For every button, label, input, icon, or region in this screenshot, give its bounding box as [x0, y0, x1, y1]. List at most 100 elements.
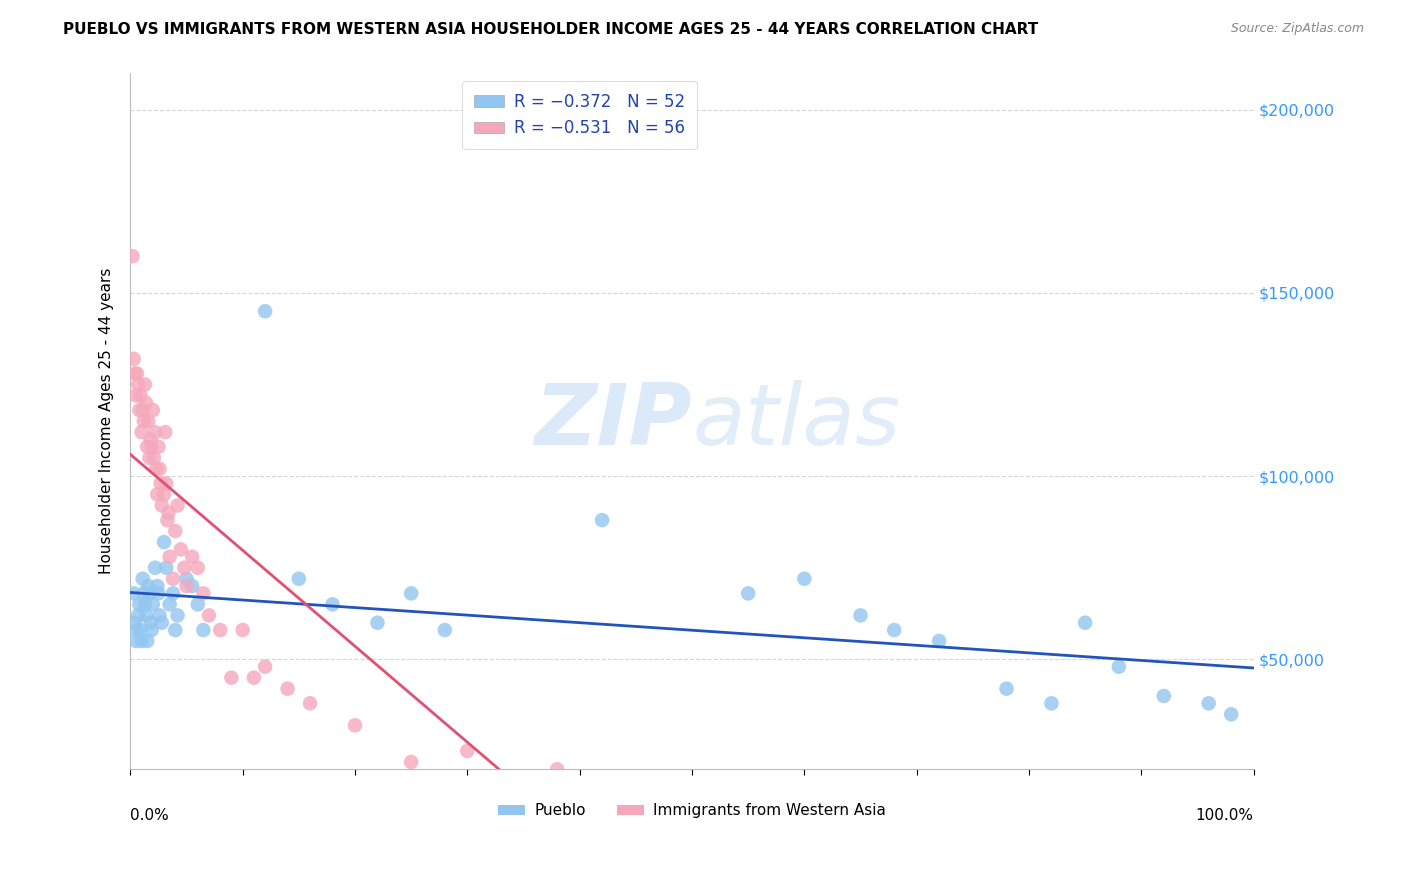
Point — [176, 572, 198, 586]
Point — [181, 579, 204, 593]
Point — [148, 586, 170, 600]
Point — [456, 744, 478, 758]
Point — [131, 403, 153, 417]
Point — [129, 623, 152, 637]
Point — [187, 598, 209, 612]
Point — [322, 598, 344, 612]
Point — [1074, 615, 1097, 630]
Point — [1220, 707, 1243, 722]
Point — [128, 598, 150, 612]
Point — [176, 579, 198, 593]
Point — [142, 450, 165, 465]
Text: atlas: atlas — [692, 380, 900, 463]
Point — [155, 476, 177, 491]
Legend: Pueblo, Immigrants from Western Asia: Pueblo, Immigrants from Western Asia — [492, 797, 893, 824]
Point — [150, 615, 173, 630]
Point — [136, 440, 159, 454]
Point — [209, 623, 232, 637]
Point — [849, 608, 872, 623]
Point — [125, 623, 148, 637]
Text: 100.0%: 100.0% — [1195, 807, 1254, 822]
Point — [135, 608, 157, 623]
Point — [138, 586, 160, 600]
Point — [146, 579, 169, 593]
Point — [399, 586, 422, 600]
Point — [142, 403, 165, 417]
Point — [141, 440, 163, 454]
Point — [1040, 696, 1063, 710]
Text: 0.0%: 0.0% — [131, 807, 169, 822]
Point — [150, 499, 173, 513]
Point — [128, 403, 150, 417]
Point — [145, 462, 167, 476]
Point — [159, 598, 181, 612]
Point — [343, 718, 366, 732]
Point — [125, 388, 148, 402]
Point — [995, 681, 1018, 696]
Point — [142, 598, 165, 612]
Point — [136, 579, 159, 593]
Point — [132, 586, 155, 600]
Point — [155, 560, 177, 574]
Point — [139, 615, 162, 630]
Point — [129, 388, 152, 402]
Point — [131, 634, 153, 648]
Point — [135, 396, 157, 410]
Point — [122, 351, 145, 366]
Point — [193, 623, 215, 637]
Point — [928, 634, 950, 648]
Y-axis label: Householder Income Ages 25 - 44 years: Householder Income Ages 25 - 44 years — [100, 268, 114, 574]
Point — [141, 623, 163, 637]
Point — [1108, 659, 1130, 673]
Point — [159, 549, 181, 564]
Point — [1153, 689, 1175, 703]
Point — [124, 367, 146, 381]
Text: Source: ZipAtlas.com: Source: ZipAtlas.com — [1230, 22, 1364, 36]
Text: ZIP: ZIP — [534, 380, 692, 463]
Point — [148, 608, 170, 623]
Point — [134, 598, 156, 612]
Point — [232, 623, 254, 637]
Point — [125, 634, 148, 648]
Point — [136, 634, 159, 648]
Point — [399, 755, 422, 769]
Point — [624, 770, 647, 784]
Point — [366, 615, 388, 630]
Point — [166, 499, 188, 513]
Point — [181, 549, 204, 564]
Point — [546, 762, 568, 776]
Point — [193, 586, 215, 600]
Point — [591, 513, 613, 527]
Point — [254, 659, 277, 673]
Point — [187, 560, 209, 574]
Point — [156, 513, 179, 527]
Point — [153, 487, 176, 501]
Point — [793, 572, 815, 586]
Point — [277, 681, 299, 696]
Point — [883, 623, 905, 637]
Point — [173, 560, 195, 574]
Point — [433, 623, 456, 637]
Point — [132, 414, 155, 428]
Point — [125, 367, 148, 381]
Point — [139, 433, 162, 447]
Point — [122, 586, 145, 600]
Point — [288, 572, 311, 586]
Point — [153, 535, 176, 549]
Point — [157, 506, 180, 520]
Point — [138, 450, 160, 465]
Point — [243, 671, 266, 685]
Point — [148, 440, 170, 454]
Point — [148, 462, 170, 476]
Point — [146, 487, 169, 501]
Point — [737, 586, 759, 600]
Point — [162, 572, 184, 586]
Point — [127, 608, 149, 623]
Point — [143, 560, 166, 574]
Point — [165, 524, 187, 538]
Point — [221, 671, 243, 685]
Point — [136, 414, 159, 428]
Point — [1198, 696, 1220, 710]
Point — [153, 425, 176, 439]
Text: PUEBLO VS IMMIGRANTS FROM WESTERN ASIA HOUSEHOLDER INCOME AGES 25 - 44 YEARS COR: PUEBLO VS IMMIGRANTS FROM WESTERN ASIA H… — [63, 22, 1039, 37]
